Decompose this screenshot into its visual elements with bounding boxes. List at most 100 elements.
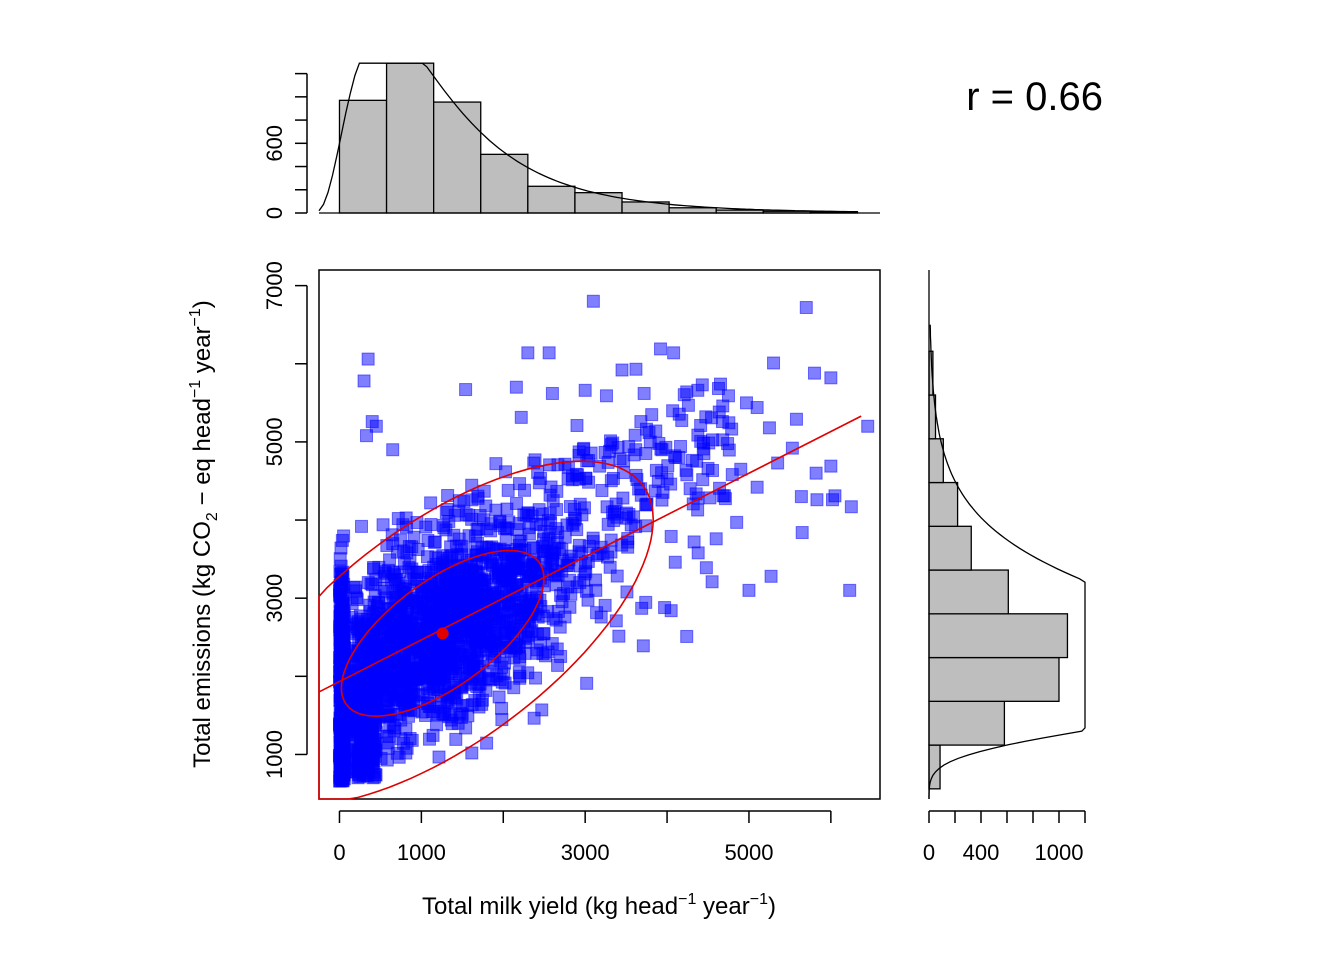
scatter-point (407, 530, 421, 544)
y-tick-label: 7000 (262, 261, 287, 310)
scatter-point (694, 418, 708, 432)
scatter-point (570, 580, 584, 594)
scatter-point (365, 702, 379, 716)
x-tick-label: 0 (333, 840, 345, 865)
scatter-point (490, 669, 504, 683)
scatter-point (403, 553, 417, 567)
scatter-point (685, 453, 699, 467)
scatter-point (629, 362, 643, 376)
top-histogram-bar (338, 99, 388, 214)
right-histogram-bar (928, 481, 959, 527)
scatter-point (555, 543, 569, 557)
scatter-point (599, 389, 613, 403)
scatter-point (386, 565, 400, 579)
scatter-point (335, 533, 349, 547)
top-histogram: 0 600 (262, 62, 880, 219)
scatter-point (705, 575, 719, 589)
scatter-point (492, 612, 506, 626)
plot-frame (318, 269, 881, 800)
main-scatter-plot: 0 1000 3000 5000 1000 3000 5000 7000 (262, 261, 881, 865)
scatter-point (639, 447, 653, 461)
scatter-point (470, 557, 484, 571)
x-tick-label: 3000 (561, 840, 610, 865)
scatter-point (409, 661, 423, 675)
top-tick-label: 600 (262, 125, 287, 162)
scatter-point (750, 480, 764, 494)
scatter-point (634, 415, 648, 429)
scatter-point (380, 736, 394, 750)
scatter-point (604, 474, 618, 488)
scatter-point (518, 483, 532, 497)
scatter-point (480, 736, 494, 750)
scatter-point (535, 703, 549, 717)
scatter-point (579, 471, 593, 485)
scatter-point (495, 713, 509, 727)
scatter-point (512, 640, 526, 654)
scatter-point (742, 583, 756, 597)
scatter-point (432, 750, 446, 764)
scatter-point (576, 442, 590, 456)
scatter-point (424, 496, 438, 510)
scatter-point (454, 584, 468, 598)
scatter-point (464, 645, 478, 659)
scatter-point (825, 493, 839, 507)
scatter-point (545, 386, 559, 400)
y-tick-label: 3000 (262, 574, 287, 623)
scatter-point (734, 462, 748, 476)
x-axis: 0 1000 3000 5000 (333, 810, 832, 865)
scatter-point (489, 457, 503, 471)
scatter-point (500, 522, 514, 536)
top-histogram-bar (668, 207, 717, 214)
scatter-point (345, 618, 359, 632)
scatter-point (730, 515, 744, 529)
scatter-point (824, 371, 838, 385)
scatter-point (482, 625, 496, 639)
scatter-point (652, 436, 666, 450)
scatter-point (523, 565, 537, 579)
top-histogram-bar (527, 185, 576, 214)
scatter-point (645, 408, 659, 422)
scatter-point (348, 762, 362, 776)
scatter-point (620, 585, 634, 599)
scatter-point (637, 386, 651, 400)
right-tick-label: 0 (923, 840, 935, 865)
scatter-point (664, 604, 678, 618)
scatter-point (680, 468, 694, 482)
scatter-point (437, 670, 451, 684)
scatter-point (369, 573, 383, 587)
scatter-point (484, 524, 498, 538)
top-histogram-y-axis: 0 600 (262, 72, 308, 219)
ellipse-50 (340, 549, 545, 717)
scatter-point (474, 616, 488, 630)
scatter-point (333, 581, 347, 595)
scatter-point (440, 591, 454, 605)
scatter-point (655, 493, 669, 507)
right-histogram-bar (928, 700, 1006, 746)
y-tick-label: 5000 (262, 417, 287, 466)
scatter-point (452, 532, 466, 546)
scatter-point (333, 688, 347, 702)
scatter-point (628, 428, 642, 442)
scatter-point (361, 352, 375, 366)
scatter-point (345, 684, 359, 698)
scatter-point (526, 541, 540, 555)
scatter-point (334, 638, 348, 652)
scatter-point (476, 574, 490, 588)
scatter-point (661, 459, 675, 473)
scatter-point (410, 573, 424, 587)
scatter-point (441, 503, 455, 517)
scatter-point (363, 754, 377, 768)
scatter-point (635, 601, 649, 615)
scatter-point (461, 709, 475, 723)
scatter-point (824, 459, 838, 473)
scatter-point (403, 731, 417, 745)
scatter-point (409, 623, 423, 637)
scatter-point (716, 399, 730, 413)
scatter-point (514, 410, 528, 424)
scatter-point (369, 419, 383, 433)
scatter-point (512, 534, 526, 548)
scatter-point (497, 635, 511, 649)
scatter-point (424, 518, 438, 532)
scatter-point (843, 583, 857, 597)
scatter-point (551, 604, 565, 618)
